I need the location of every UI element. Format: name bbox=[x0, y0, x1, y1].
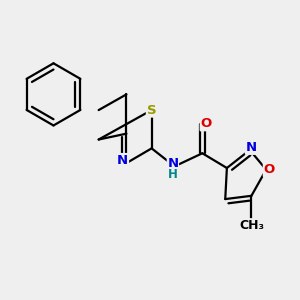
Text: N: N bbox=[117, 154, 128, 167]
Text: O: O bbox=[201, 117, 212, 130]
Text: S: S bbox=[147, 103, 156, 117]
Text: N: N bbox=[167, 157, 178, 169]
Text: CH₃: CH₃ bbox=[239, 219, 264, 232]
Text: O: O bbox=[264, 163, 275, 176]
Text: H: H bbox=[168, 168, 178, 181]
Text: N: N bbox=[246, 141, 257, 154]
